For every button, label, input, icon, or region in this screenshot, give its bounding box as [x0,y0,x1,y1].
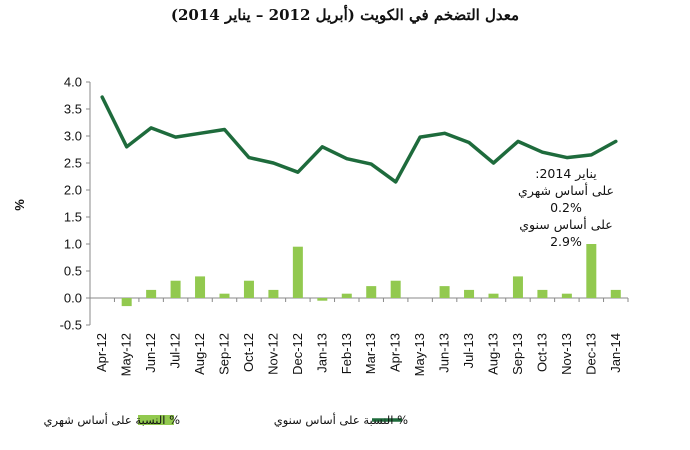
legend-bar-label: % النسبة على أساس شهري [43,412,180,428]
chart-annotation: يناير 2014: على أساس شهري 0.2% على أساس … [518,166,614,249]
annotation-line-1: يناير 2014: [535,166,597,182]
legend: % النسبة على أساس شهري % النسبة على أساس… [43,412,408,428]
x-tick-label: Jul-13 [461,333,476,368]
annotation-line-2: على أساس شهري [518,182,614,199]
monthly-bar [464,289,475,298]
x-tick-label: Mar-13 [363,333,378,374]
annotation-line-3: 0.2% [550,200,582,215]
annotation-line-4: على أساس سنوي [519,216,612,233]
x-tick-label: Aug-12 [192,333,207,375]
y-axis: 4.0 3.5 3.0 2.5 2.0 1.5 1.0 0.5 0.0 -0.5 [60,75,91,333]
legend-bar-swatch [138,415,174,425]
y-tick-label: 4.0 [64,75,82,90]
y-axis-label: % [12,199,27,211]
monthly-bar [317,298,328,301]
monthly-bar [121,298,132,307]
x-tick-label: Jun-13 [437,333,452,373]
monthly-bar [586,244,597,298]
x-tick-label: May-13 [412,333,427,376]
monthly-bar [366,286,377,298]
y-tick-label: 3.0 [64,129,82,144]
x-tick-label: Jul-12 [168,333,183,368]
annual-line-series [100,95,618,184]
y-tick-label: 1.0 [64,237,82,252]
x-tick-label: Apr-13 [388,333,403,372]
chart-title: معدل التضخم في الكويت (أبريل 2012 – يناي… [171,4,519,25]
x-tick-label: Nov-12 [265,333,280,375]
monthly-bar [537,289,548,298]
monthly-bar [292,246,303,298]
y-tick-label: 0.0 [64,291,82,306]
x-tick-label: Oct-12 [241,333,256,372]
monthly-bar [610,289,621,298]
monthly-bar [488,293,499,298]
y-tick-label: 0.5 [64,264,82,279]
y-tick-label: 1.5 [64,210,82,225]
x-tick-label: Feb-13 [339,333,354,374]
annual-line [100,95,618,184]
x-tick-label: Apr-12 [94,333,109,372]
monthly-bar [561,293,572,298]
x-tick-label: Nov-13 [559,333,574,375]
x-tick-label: Sep-13 [510,333,525,375]
monthly-bars [121,244,621,307]
y-tick-label: -0.5 [60,318,82,333]
annotation-line-5: 2.9% [550,234,582,249]
x-axis: Apr-12 May-12 Jun-12 Jul-12 Aug-12 Sep-12 Oct-… [89,297,629,376]
monthly-bar [219,293,230,298]
y-tick-label: 3.5 [64,102,82,117]
monthly-bar [146,289,157,298]
monthly-bar [195,276,206,298]
monthly-bar [243,280,254,298]
monthly-bar [512,276,523,298]
x-tick-label: Jan-13 [314,333,329,373]
monthly-bar [439,286,450,298]
monthly-bar [268,289,279,298]
x-tick-label: May-12 [119,333,134,376]
monthly-bar [170,280,181,298]
x-tick-label: Dec-12 [290,333,305,375]
x-tick-label: Oct-13 [534,333,549,372]
legend-line-label: % النسبة على أساس سنوي [274,412,408,428]
y-tick-label: 2.0 [64,183,82,198]
x-tick-label: Aug-13 [486,333,501,375]
y-tick-label: 2.5 [64,156,82,171]
monthly-bar [390,280,401,298]
monthly-bar [341,293,352,298]
x-tick-label: Jan-14 [608,333,623,373]
x-tick-label: Sep-12 [217,333,232,375]
x-tick-label: Dec-13 [583,333,598,375]
x-tick-label: Jun-12 [143,333,158,373]
